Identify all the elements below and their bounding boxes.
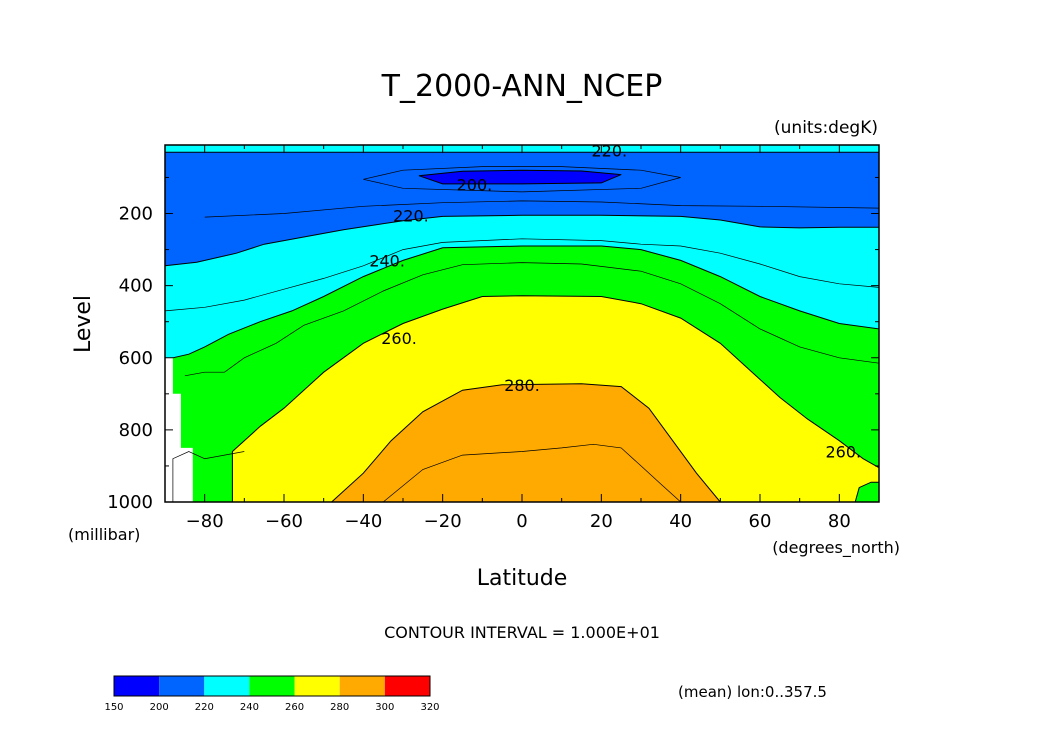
x-tick-label: −60 (265, 511, 303, 532)
contour-label: 240. (369, 251, 405, 270)
y-tick-label: 800 (119, 420, 153, 441)
x-axis-label: Latitude (477, 566, 568, 591)
tick-labels: −80 −60 −40 −20 0 20 40 60 80 200 400 600 800 1000 (107, 204, 851, 532)
contour-line (382, 443, 681, 503)
legend-label: 320 (420, 702, 439, 713)
legend-frame (113, 675, 431, 697)
no-data-region (165, 357, 193, 502)
legend-swatch (384, 676, 430, 696)
legend-label: 280 (330, 702, 349, 713)
x-tick-label: 0 (516, 511, 527, 532)
contour-label: 280. (504, 376, 540, 395)
chart-title: T_2000-ANN_NCEP (381, 69, 663, 104)
legend-label: 260 (285, 702, 304, 713)
x-tick-label: 80 (828, 511, 851, 532)
legend-swatch (294, 676, 340, 696)
legend-label: 150 (104, 702, 123, 713)
contour-fills (164, 144, 880, 503)
contour-labels: 220. 200. 220. 240. 260. 280. 260. (369, 141, 861, 461)
contour-interval-text: CONTOUR INTERVAL = 1.000E+01 (384, 623, 660, 642)
contour-label: 260. (381, 329, 417, 348)
plot-area: 220. 200. 220. 240. 260. 280. 260. (164, 141, 880, 503)
footnote: (mean) lon:0..357.5 (678, 683, 827, 701)
x-tick-label: −20 (424, 511, 462, 532)
y-tick-label: 200 (119, 204, 153, 225)
y-units-label: (millibar) (68, 525, 140, 544)
x-tick-label: −80 (186, 511, 224, 532)
y-tick-label: 600 (119, 348, 153, 369)
contour-line (204, 200, 880, 218)
x-units-label: (degrees_north) (772, 538, 900, 558)
contour-line (172, 451, 245, 502)
y-tick-label: 1000 (107, 492, 153, 513)
legend-swatch (159, 676, 205, 696)
legend-label: 200 (150, 702, 169, 713)
contour-line (164, 238, 880, 312)
x-tick-label: 40 (669, 511, 692, 532)
y-axis-label: Level (71, 295, 96, 353)
legend-swatch (339, 676, 385, 696)
axis-ticks (164, 145, 880, 503)
legend-swatch (249, 676, 295, 696)
x-tick-label: 20 (590, 511, 613, 532)
x-tick-label: −40 (344, 511, 382, 532)
contour-line (184, 262, 880, 377)
contour-label: 200. (457, 176, 493, 195)
contour-label: 220. (393, 206, 429, 225)
contour-label: 260. (825, 443, 861, 462)
contour-line (363, 166, 681, 193)
legend-label: 220 (195, 702, 214, 713)
legend-swatch (114, 676, 160, 696)
band-280-300 (330, 383, 722, 503)
band-150-200 (418, 169, 622, 185)
contour-lines (164, 166, 880, 503)
color-legend: 150 200 220 240 260 280 300 320 (104, 675, 440, 713)
y-tick-label: 400 (119, 276, 153, 297)
units-label: (units:degK) (774, 118, 878, 138)
contour-label: 220. (591, 141, 627, 160)
legend-label: 300 (375, 702, 394, 713)
x-tick-label: 60 (749, 511, 772, 532)
legend-label: 240 (240, 702, 259, 713)
legend-swatch (204, 676, 250, 696)
